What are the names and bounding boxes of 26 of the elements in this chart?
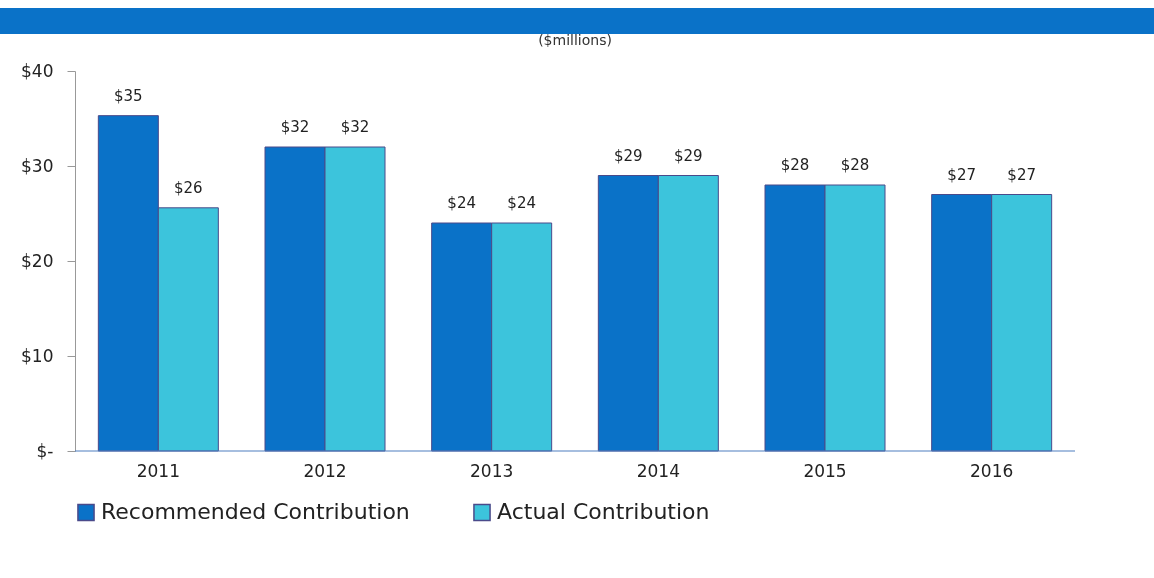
- legend-label: Actual Contribution: [497, 499, 710, 525]
- x-tick-label: 2015: [803, 460, 847, 481]
- data-label: $29: [614, 146, 643, 165]
- data-label: $24: [447, 194, 476, 212]
- x-tick-label: 2013: [470, 460, 514, 481]
- data-label: $35: [114, 86, 143, 105]
- data-label: $24: [507, 194, 536, 212]
- y-tick-label: $40: [21, 60, 54, 81]
- y-tick-label: $30: [21, 155, 54, 176]
- data-label: $28: [840, 156, 870, 174]
- data-label: $32: [340, 118, 370, 136]
- data-label: $27: [947, 165, 976, 184]
- x-tick-label: 2016: [970, 460, 1014, 481]
- legend-label: Recommended Contribution: [101, 499, 410, 525]
- x-tick-label: 2014: [636, 460, 680, 481]
- y-tick-label: $-: [36, 440, 54, 461]
- chart-subtitle: ($millions): [538, 32, 612, 48]
- data-label: $26: [174, 178, 203, 197]
- y-tick-label: $20: [21, 250, 54, 271]
- data-label: $28: [780, 156, 810, 174]
- data-label: $32: [280, 118, 310, 136]
- y-tick-label: $10: [21, 345, 54, 366]
- x-tick-label: 2011: [136, 460, 180, 481]
- x-tick-label: 2012: [303, 460, 347, 481]
- data-label: $29: [674, 146, 703, 165]
- data-label: $27: [1007, 165, 1036, 184]
